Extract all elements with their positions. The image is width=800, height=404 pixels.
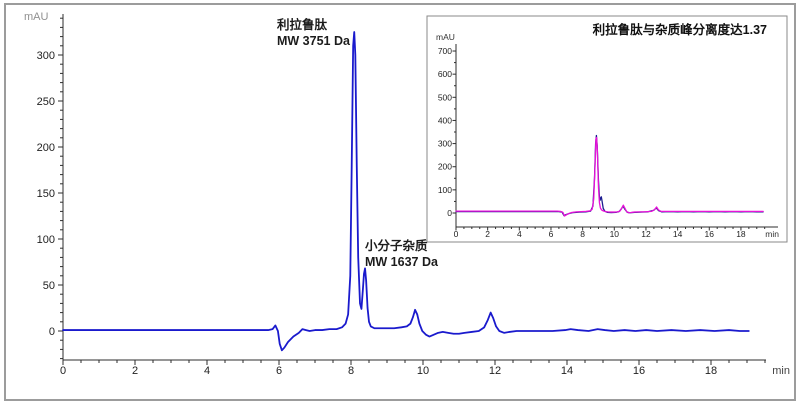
- inset-x-tick-label: 18: [736, 229, 746, 239]
- main-y-tick-label: 50: [43, 280, 55, 292]
- inset-y-tick-label: 700: [438, 46, 452, 56]
- annotation-impurity-name: 小分子杂质: [365, 239, 428, 253]
- annotation-liraglutide-mw: MW 3751 Da: [277, 34, 350, 48]
- inset-y-tick-label: 200: [438, 162, 452, 172]
- annotation-liraglutide-name: 利拉鲁肽: [277, 18, 328, 32]
- main-y-tick-label: 250: [37, 96, 55, 108]
- inset-y-tick-label: 500: [438, 92, 452, 102]
- inset-x-tick-label: 4: [517, 229, 522, 239]
- annotation-impurity-mw: MW 1637 Da: [365, 255, 438, 269]
- inset-x-tick-label: 2: [485, 229, 490, 239]
- inset-y-tick-label: 0: [447, 208, 452, 218]
- inset-x-tick-label: 14: [673, 229, 683, 239]
- main-y-unit-label: mAU: [24, 11, 49, 23]
- main-x-unit-label: min: [772, 365, 790, 377]
- liraglutide-sample-trace: [62, 31, 750, 352]
- inset-y-tick-label: 100: [438, 185, 452, 195]
- inset-x-tick-label: 16: [705, 229, 715, 239]
- main-y-tick-label: 100: [37, 234, 55, 246]
- inset-x-tick-label: 0: [454, 229, 459, 239]
- main-x-tick-label: 12: [489, 365, 501, 377]
- inset-y-unit-label: mAU: [436, 32, 455, 42]
- inset-y-tick-label: 300: [438, 139, 452, 149]
- main-y-tick-label: 300: [37, 50, 55, 62]
- annotation-liraglutide: 利拉鲁肽 MW 3751 Da: [277, 17, 350, 49]
- main-y-tick-label: 150: [37, 188, 55, 200]
- main-x-tick-label: 10: [417, 365, 429, 377]
- inset-chart-group: 0 2 4 6 8 10 12 14 16 18 min 0 100 200 300 400 500 600 700…: [426, 15, 788, 243]
- main-x-tick-label: 8: [348, 365, 354, 377]
- inset-x-tick-label: 6: [549, 229, 554, 239]
- main-x-tick-label: 4: [204, 365, 210, 377]
- inset-y-tick-label: 400: [438, 115, 452, 125]
- main-x-tick-label: 0: [60, 365, 66, 377]
- main-x-tick-label: 14: [561, 365, 573, 377]
- main-x-tick-label: 2: [132, 365, 138, 377]
- panel-frame: [4, 3, 796, 401]
- main-x-tick-label: 18: [705, 365, 717, 377]
- overlay-magenta-trace: [455, 136, 764, 217]
- main-x-tick-label: 6: [276, 365, 282, 377]
- main-y-tick-label: 0: [49, 326, 55, 338]
- inset-x-tick-label: 12: [641, 229, 651, 239]
- inset-x-unit-label: min: [765, 229, 779, 239]
- annotation-impurity: 小分子杂质 MW 1637 Da: [365, 238, 438, 270]
- inset-y-tick-label: 600: [438, 69, 452, 79]
- main-x-tick-label: 16: [633, 365, 645, 377]
- inset-title: 利拉鲁肽与杂质峰分离度达1.37: [592, 23, 767, 37]
- inset-x-tick-label: 10: [610, 229, 620, 239]
- inset-x-tick-label: 8: [580, 229, 585, 239]
- inset-box: [426, 15, 788, 243]
- main-y-tick-label: 200: [37, 142, 55, 154]
